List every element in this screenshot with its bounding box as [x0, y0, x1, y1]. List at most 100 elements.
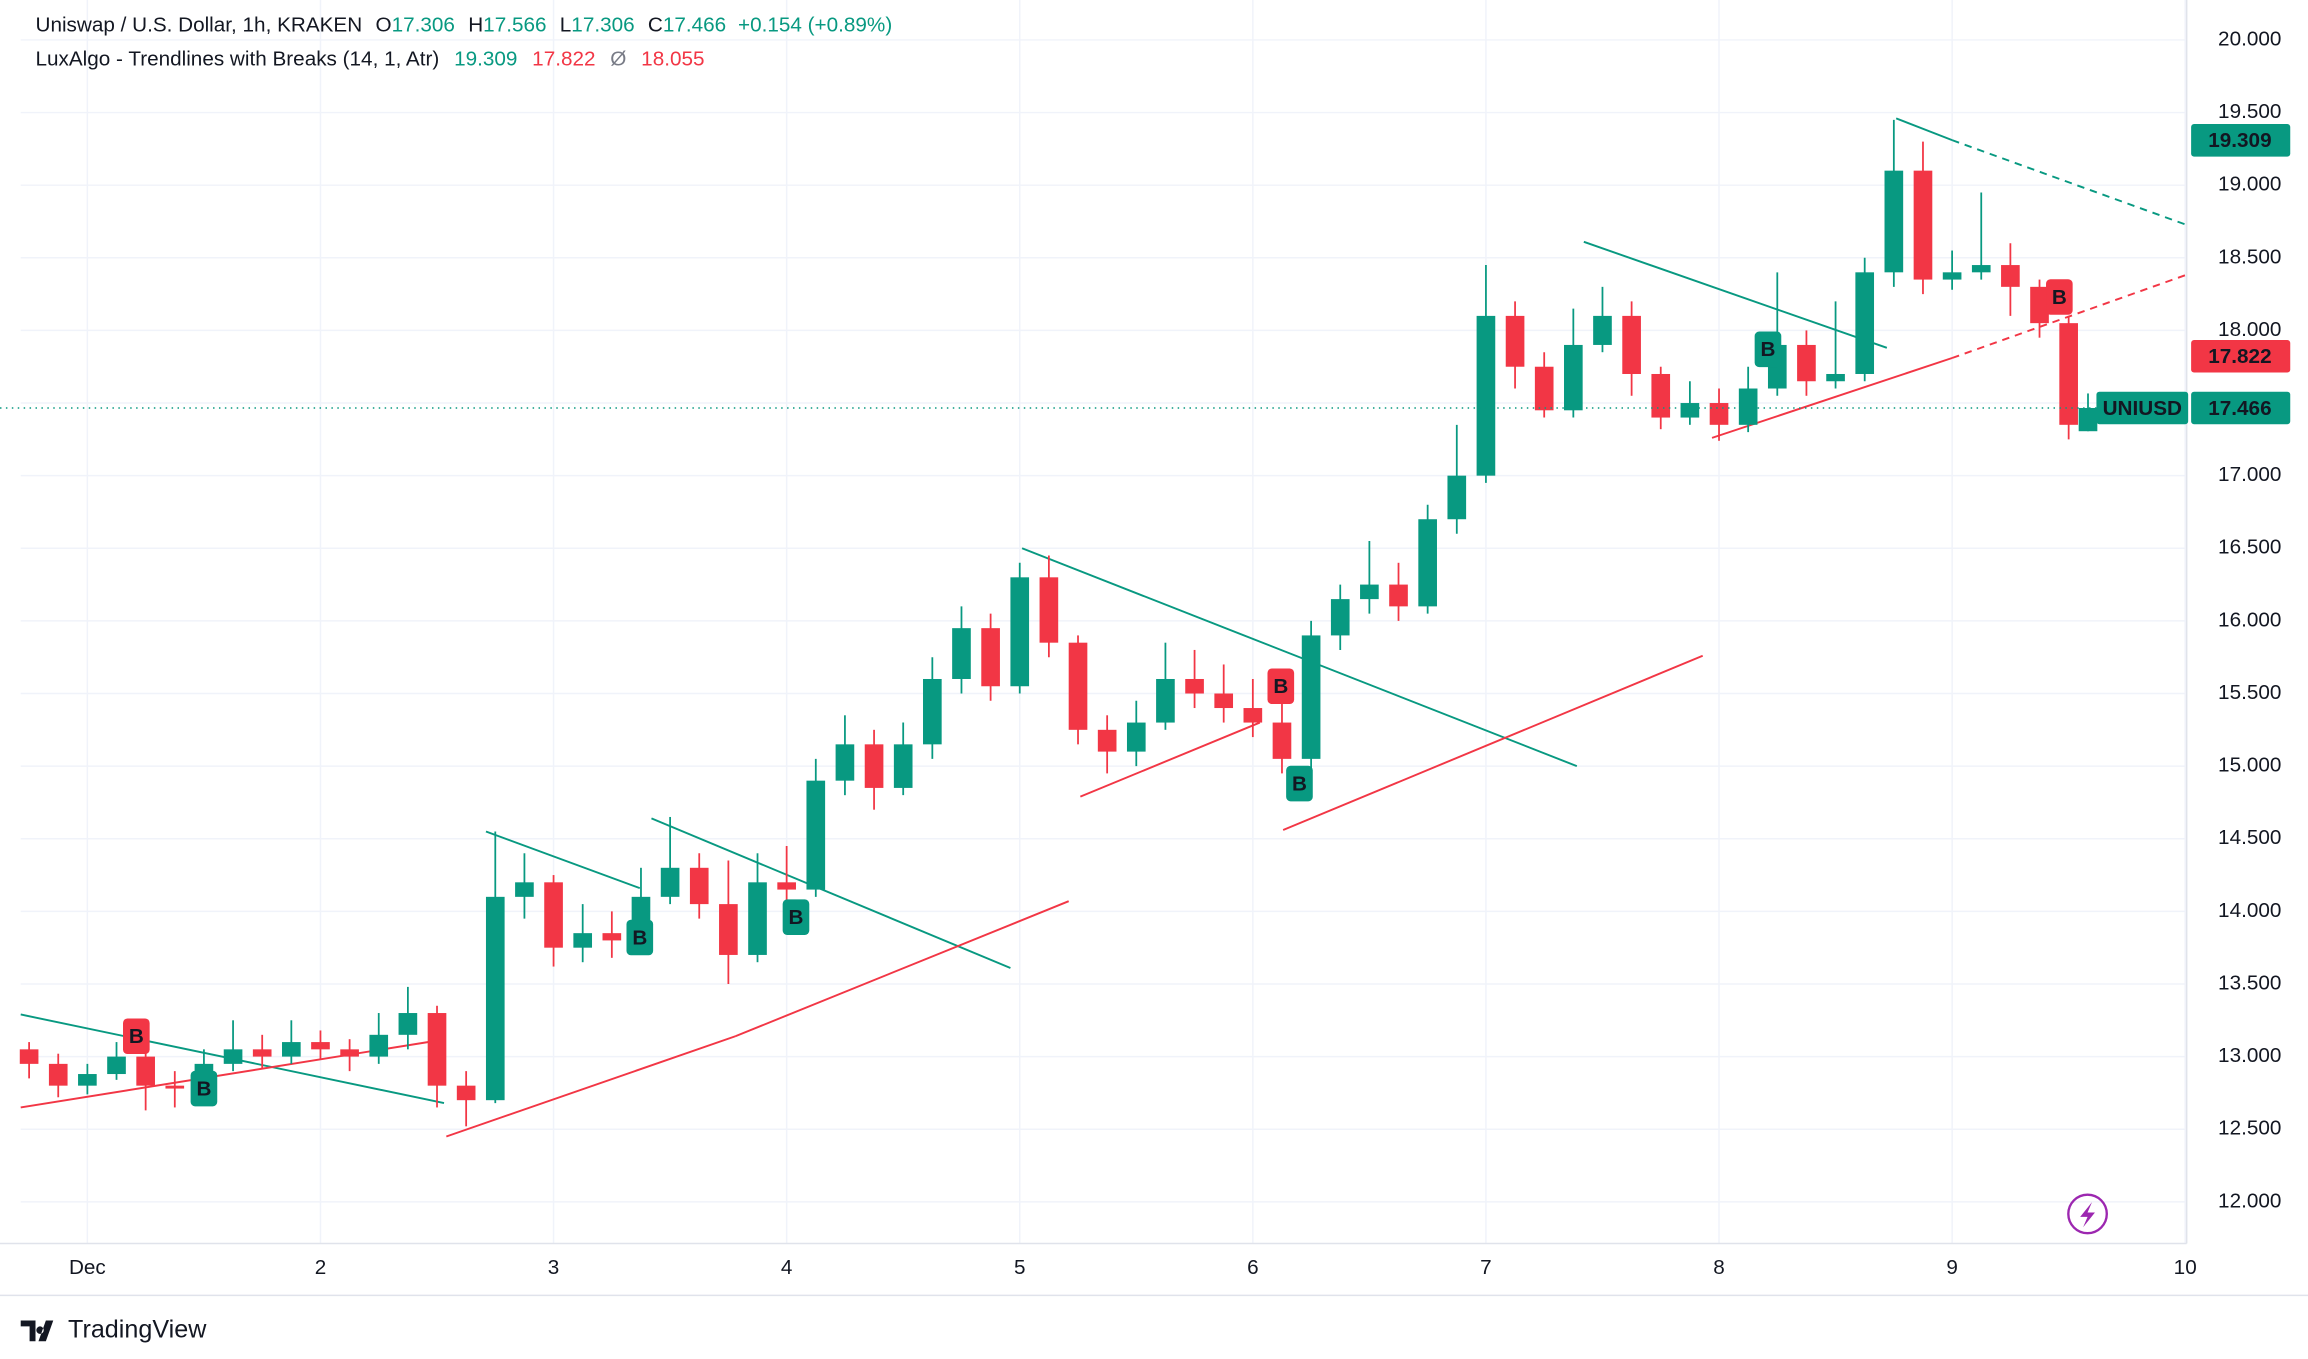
break-label: B	[632, 926, 647, 949]
trendline	[1079, 721, 1261, 798]
price-tag	[2191, 391, 2291, 425]
lightning-icon[interactable]	[2067, 1193, 2108, 1235]
candle-body	[1709, 403, 1729, 425]
break-label-box	[782, 899, 810, 935]
y-tick-label: 19.500	[2218, 100, 2281, 123]
candle-body	[719, 904, 738, 955]
candle-body	[1301, 635, 1321, 759]
candle-body	[78, 1074, 97, 1086]
trendline	[485, 830, 641, 890]
symbol-tag-label: UNIUSD	[2103, 397, 2182, 420]
candle-body	[602, 933, 622, 941]
trendline	[1895, 117, 1953, 142]
break-label-box	[123, 1018, 150, 1055]
trendline	[20, 1039, 438, 1109]
candle-body	[1126, 722, 1146, 752]
symbol-tag	[2096, 391, 2189, 425]
ohlc-key: C	[648, 14, 663, 37]
candle-body	[1622, 315, 1641, 374]
candle-body	[2078, 407, 2098, 432]
candle-body	[573, 933, 593, 948]
y-tick-label: 12.000	[2218, 1189, 2281, 1212]
break-label-box	[190, 1070, 218, 1107]
candle-body	[748, 882, 767, 955]
y-tick-label: 15.500	[2218, 681, 2281, 704]
price-tag-label: 17.822	[2208, 345, 2271, 368]
y-tick-label: 13.500	[2218, 971, 2281, 994]
change: +0.154 (+0.89%)	[738, 14, 892, 37]
candle-body	[1593, 315, 1612, 345]
candle-body	[1826, 373, 1845, 382]
y-tick-label: 17.000	[2218, 463, 2281, 486]
candle-body	[515, 882, 534, 897]
ohlc-key: H	[468, 14, 483, 37]
x-tick-label: 10	[2174, 1256, 2197, 1279]
indicator-value: 19.309	[454, 48, 517, 71]
candle-body	[282, 1042, 301, 1057]
candle-body	[48, 1063, 68, 1086]
indicator-value: Ø	[610, 48, 626, 71]
candle-body	[1418, 519, 1437, 607]
break-label: B	[1760, 338, 1775, 361]
candle-body	[864, 744, 884, 788]
candle-body	[1884, 170, 1904, 273]
x-tick-label: 9	[1946, 1256, 1958, 1279]
candle-body	[893, 744, 913, 788]
candle-body	[1243, 708, 1263, 723]
candle-body	[1214, 693, 1234, 709]
candle-body	[2030, 286, 2049, 324]
candle-body	[1156, 678, 1175, 723]
trendline	[735, 900, 1070, 1038]
candle-body	[1185, 678, 1204, 694]
candle-body	[2001, 265, 2020, 287]
y-tick-label: 14.000	[2218, 899, 2281, 922]
trendline	[446, 1035, 736, 1138]
indicator-name: LuxAlgo - Trendlines with Breaks (14, 1,…	[36, 48, 440, 71]
price-tag-label: 19.309	[2208, 129, 2271, 152]
candle-body	[1680, 403, 1700, 418]
candle-body	[1010, 577, 1030, 687]
candle-body	[952, 628, 971, 679]
price-tag-label: 17.466	[2208, 397, 2271, 420]
candle-body	[1651, 373, 1671, 418]
candle-body	[427, 1013, 447, 1086]
overlay: B B B B B B B B	[0, 279, 2186, 1107]
y-tick-label: 13.000	[2218, 1044, 2281, 1067]
x-tick-label: 8	[1713, 1256, 1725, 1279]
tradingview-logo[interactable]: TradingView	[20, 1316, 207, 1344]
candle-body	[806, 780, 826, 890]
break-label: B	[2052, 286, 2067, 309]
y-tick-label: 18.000	[2218, 318, 2281, 341]
candle-body	[1389, 584, 1408, 607]
break-label: B	[789, 906, 804, 929]
break-label-box	[1286, 765, 1313, 802]
ohlc-value: 17.306	[392, 14, 455, 37]
ohlc-value: 17.306	[571, 14, 634, 37]
trendlines	[20, 117, 2186, 1138]
candle-body	[1068, 642, 1088, 730]
candle-body	[923, 678, 942, 745]
candle-body	[252, 1049, 272, 1057]
candle-body	[660, 867, 680, 897]
brand: TradingView	[68, 1316, 207, 1344]
candle-body	[1971, 265, 1991, 273]
candles	[19, 119, 2098, 1127]
indicator-value: 18.055	[641, 48, 704, 71]
candle-body	[340, 1049, 359, 1057]
candle-body	[1360, 584, 1379, 600]
grid	[20, 0, 2186, 1244]
candle-body	[981, 628, 1000, 687]
candle-body	[689, 867, 709, 905]
candle-body	[544, 882, 563, 948]
break-label-box	[626, 919, 654, 956]
candle-body	[311, 1042, 330, 1050]
trendline	[1282, 654, 1704, 831]
candle-body	[1855, 272, 1875, 374]
break-label: B	[1292, 773, 1307, 796]
candle-body	[1447, 475, 1467, 520]
break-label-box	[1754, 331, 1782, 368]
indicator-value: 17.822	[532, 48, 595, 71]
candle-body	[369, 1034, 389, 1057]
candle-body	[485, 896, 505, 1101]
trendline	[1021, 547, 1578, 768]
